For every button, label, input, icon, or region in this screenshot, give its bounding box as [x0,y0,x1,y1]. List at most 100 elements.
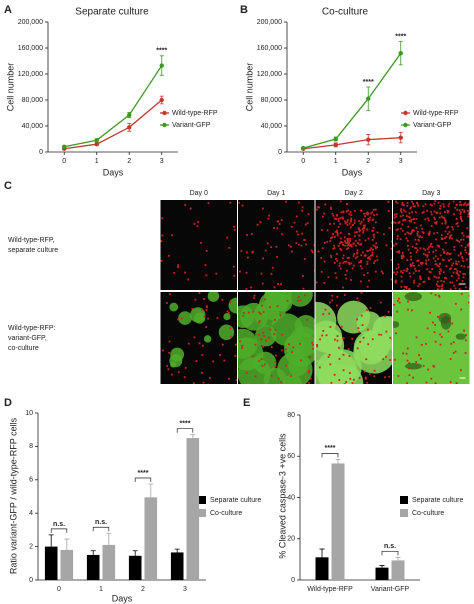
cell-dot [252,310,254,313]
cell-dot [367,343,370,346]
cell-dot [456,263,459,266]
cell-dot [233,265,235,268]
cell-dot [453,245,456,248]
cell-dot [344,240,346,242]
cell-dot [160,240,163,243]
cell-dot [260,272,263,275]
y-axis-label: Cell number [5,63,15,112]
cell-dot [460,251,462,254]
cell-dot [422,232,425,234]
cell-dot [436,264,439,267]
cell-dot [269,306,271,309]
cell-dot [353,222,356,224]
cell-dot [444,276,446,279]
cell-dot [318,366,321,369]
cell-dot [285,348,288,351]
green-blob [203,335,212,343]
cell-dot [400,208,403,210]
cell-dot [449,381,452,383]
cell-dot [359,243,362,246]
cell-dot [400,211,403,214]
cell-dot [457,254,460,257]
cell-dot [455,382,458,384]
cell-dot [352,242,355,245]
cell-dot [397,263,400,266]
cell-dot [464,246,467,249]
cell-dot [358,261,361,264]
y-tick-label: 10 [25,410,33,417]
cell-dot [346,224,349,226]
chart-title: Separate culture [75,7,149,18]
cell-dot [427,258,430,261]
point [159,97,164,103]
cell-dot [444,222,447,225]
cell-dot [273,286,276,289]
cell-dot [456,239,459,242]
cell-dot [212,360,215,363]
x-tick-label: 0 [62,158,66,165]
cell-dot [389,336,392,339]
cell-dot [374,208,377,211]
cell-dot [321,229,323,231]
cell-dot [439,212,442,215]
cell-dot [428,230,431,233]
cell-dot [454,302,457,305]
cell-dot [321,247,324,250]
cell-dot [357,327,360,330]
cell-dot [372,244,375,247]
column-header: Day 2 [345,190,363,197]
point [94,142,99,147]
cell-dot [410,265,412,267]
cell-dot [393,244,395,247]
cell-dot [273,333,276,335]
x-tick-label: 1 [95,158,99,165]
cell-dot [311,341,313,344]
cell-dot [421,236,424,239]
cell-dot [327,276,330,279]
cell-dot [433,365,436,368]
significance: **** [395,33,406,40]
cell-dot [419,224,422,227]
cell-dot [235,379,237,382]
cell-dot [226,236,229,239]
bar [391,560,405,580]
cell-dot [288,343,290,346]
cell-dot [433,289,436,290]
cell-dot [223,359,226,362]
cell-dot [285,364,288,367]
error-bar [379,565,385,568]
cell-dot [429,311,431,314]
cell-dot [362,229,365,232]
cell-dot [205,274,208,277]
cell-dot [364,239,367,242]
cell-dot [322,330,325,332]
cell-dot [434,260,437,263]
cell-dot [411,245,414,248]
cell-dot [403,209,406,212]
cell-dot [462,234,465,237]
cell-dot [409,216,411,219]
cell-dot [203,298,205,300]
cell-dot [335,276,338,279]
cell-dot [420,263,423,266]
x-axis-label: Days [103,167,124,177]
cell-dot [465,334,467,336]
cell-dot [342,353,345,356]
cell-dot [461,256,463,258]
bar [144,497,158,580]
cell-dot [346,244,349,247]
cell-dot [201,371,203,374]
column-header: Day 1 [267,190,285,197]
point [301,145,306,151]
cell-dot [299,343,301,345]
cell-dot [415,336,418,339]
cell-dot [406,201,409,204]
cell-dot [288,244,290,247]
cell-dot [413,229,415,232]
cell-dot [404,210,407,213]
cell-dot [397,250,400,253]
cell-dot [349,377,352,380]
cell-dot [418,236,421,239]
cell-dot [424,218,427,221]
cell-dot [440,269,443,272]
